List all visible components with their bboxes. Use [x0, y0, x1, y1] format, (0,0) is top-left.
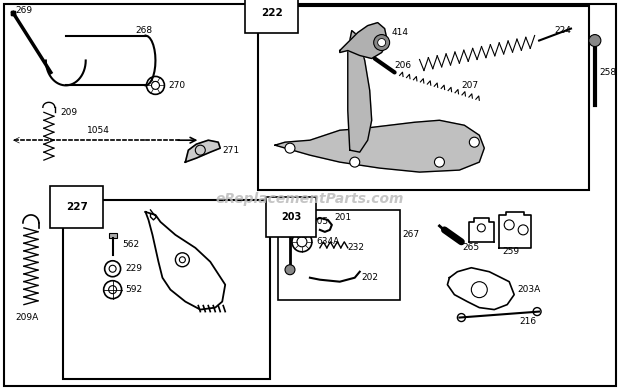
Polygon shape [185, 140, 220, 162]
Text: 205: 205 [311, 217, 328, 227]
Circle shape [378, 39, 386, 46]
Text: 592: 592 [126, 285, 143, 294]
Circle shape [374, 35, 389, 51]
Text: 206: 206 [394, 61, 412, 70]
Text: 201: 201 [335, 213, 352, 222]
Text: 209A: 209A [15, 313, 38, 322]
Circle shape [285, 265, 295, 275]
Text: 634A: 634A [316, 238, 339, 246]
Circle shape [435, 157, 445, 167]
Text: 270: 270 [169, 81, 185, 90]
Text: eReplacementParts.com: eReplacementParts.com [216, 192, 404, 206]
Polygon shape [348, 30, 372, 152]
Text: 414: 414 [392, 28, 409, 37]
Text: 258: 258 [599, 68, 616, 77]
Bar [258, 6, 589, 190]
Text: 222: 222 [261, 8, 283, 18]
Text: 1054: 1054 [87, 126, 110, 135]
Text: 202: 202 [361, 273, 379, 282]
Text: 229: 229 [126, 264, 143, 273]
Text: 227: 227 [66, 202, 87, 212]
Text: 207: 207 [461, 81, 479, 90]
Text: 259: 259 [503, 247, 520, 256]
Text: 232: 232 [348, 243, 365, 252]
Text: 271: 271 [222, 145, 239, 155]
Text: 269: 269 [15, 6, 32, 15]
Polygon shape [275, 120, 484, 172]
Text: 562: 562 [123, 240, 140, 249]
Text: 216: 216 [519, 317, 536, 326]
Bar [108, 233, 117, 238]
Circle shape [285, 143, 295, 153]
Text: 267: 267 [402, 230, 420, 239]
Bar [63, 200, 270, 379]
Text: 203A: 203A [517, 285, 541, 294]
Circle shape [469, 137, 479, 147]
Text: 203: 203 [281, 212, 301, 222]
Text: 224: 224 [554, 26, 571, 35]
Polygon shape [340, 23, 388, 58]
Text: 209: 209 [61, 108, 78, 117]
Circle shape [298, 208, 306, 216]
Text: 265: 265 [463, 243, 480, 252]
Text: 268: 268 [136, 26, 153, 35]
Circle shape [589, 35, 601, 46]
Bar [278, 210, 400, 300]
Circle shape [350, 157, 360, 167]
